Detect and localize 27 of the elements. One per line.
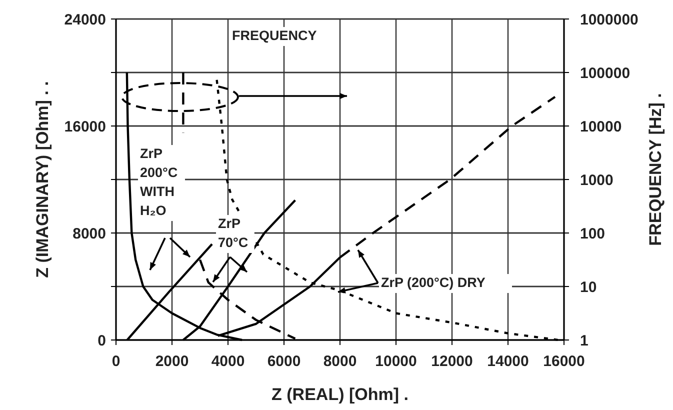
x-tick-label: 10000: [375, 353, 417, 370]
annotation: ZrP (200°C) DRY: [381, 275, 486, 290]
x-tick-label: 4000: [211, 353, 245, 370]
y-axis-title: Z (IMAGINARY) [Ohm] . .: [33, 81, 52, 278]
y-tick-label: 8000: [72, 225, 106, 242]
x-tick-label: 16000: [543, 353, 585, 370]
y2-axis-title: FREQUENCY [Hz] .: [646, 93, 665, 246]
y2-tick-label: 10000: [580, 118, 622, 136]
x-axis-title: Z (REAL) [Ohm] .: [272, 385, 408, 404]
y2-tick-label: 100000: [580, 64, 630, 82]
x-tick-label: 2000: [155, 353, 189, 370]
y2-tick-label: 10: [580, 278, 597, 296]
y2-tick-label: 1000: [580, 172, 614, 189]
y-tick-label: 0: [98, 332, 106, 350]
y-tick-label: 16000: [64, 118, 106, 136]
x-tick-label: 14000: [487, 353, 529, 370]
x-tick-label: 6000: [267, 353, 301, 370]
y-tick-label: 24000: [64, 11, 106, 28]
x-tick-label: 0: [112, 353, 120, 370]
annotation: ZrP 70°C: [218, 216, 248, 250]
annotation: FREQUENCY: [232, 28, 317, 43]
x-tick-label: 8000: [323, 353, 357, 370]
y2-tick-label: 1000000: [580, 11, 638, 28]
y2-tick-label: 100: [580, 225, 606, 242]
annotation: ZrP 200°C WITH H₂O: [140, 146, 178, 218]
y2-tick-label: 1: [580, 332, 588, 350]
x-tick-label: 12000: [431, 353, 473, 370]
